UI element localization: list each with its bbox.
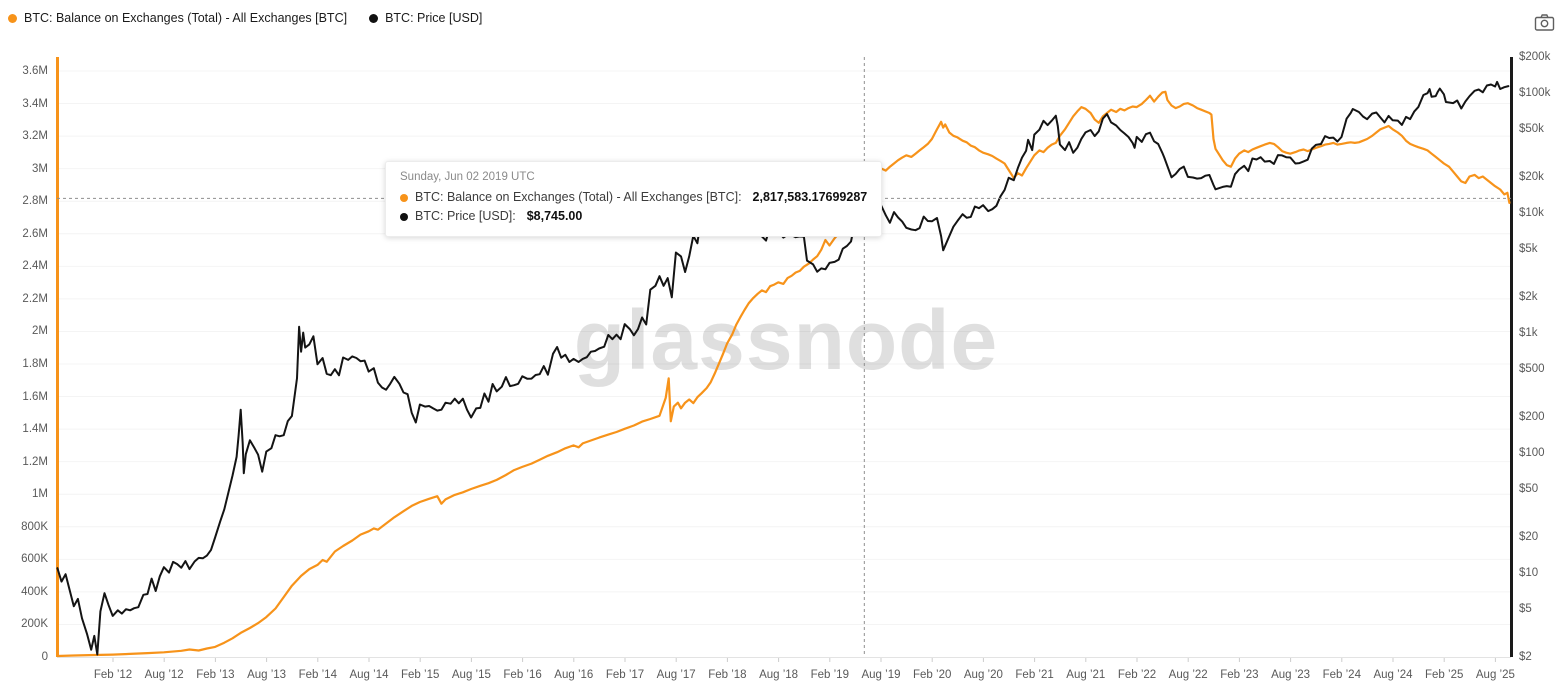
y-left-tick-label: 2M [32, 325, 48, 338]
y-right-tick-label: $2k [1519, 291, 1538, 303]
balance-series-swatch-icon [8, 13, 17, 23]
camera-button[interactable] [1532, 10, 1556, 34]
tooltip-balance-value: 2,817,583.17699287 [752, 190, 868, 204]
hover-tooltip: Sunday, Jun 02 2019 UTC BTC: Balance on … [385, 161, 883, 237]
y-right-tick-label: $50 [1519, 483, 1539, 496]
tooltip-balance-label: BTC: Balance on Exchanges (Total) - All … [415, 190, 742, 204]
x-tick-label: Feb ’16 [503, 669, 542, 681]
y-left-tick-label: 400K [21, 585, 48, 598]
y-right-tick-label: $5k [1519, 243, 1538, 256]
y-right-tick-label: $200k [1519, 51, 1551, 63]
x-tick-label: Feb ’12 [93, 669, 133, 681]
x-tick-label: Aug ’14 [349, 669, 389, 681]
x-tick-label: Aug ’16 [554, 669, 594, 681]
legend-item-price[interactable]: BTC: Price [USD] [369, 11, 482, 25]
balance-dot-icon [400, 193, 408, 202]
y-left-tick-label: 0 [41, 651, 48, 663]
x-tick-label: Aug ’20 [963, 669, 1003, 681]
y-right-tick-label: $100k [1519, 87, 1551, 100]
x-tick-label: Aug ’23 [1271, 669, 1311, 681]
y-left-tick-label: 1.4M [22, 423, 48, 436]
tooltip-price-label: BTC: Price [USD]: [415, 209, 516, 223]
x-tick-label: Feb ’14 [298, 669, 337, 681]
x-tick-label: Aug ’17 [656, 669, 696, 681]
x-tick-label: Aug ’13 [247, 669, 287, 681]
y-left-tick-label: 1.6M [22, 390, 48, 403]
x-tick-label: Feb ’23 [1220, 669, 1259, 681]
plot-area[interactable] [57, 57, 1511, 657]
glassnode-watermark: glassnode [574, 293, 998, 387]
axis-spines [56, 57, 1513, 658]
x-tick-label: Feb ’15 [401, 669, 440, 681]
price-dot-icon [400, 212, 408, 221]
tooltip-row-price: BTC: Price [USD]: $8,745.00 [400, 207, 867, 226]
y-right-tick-label: $100 [1519, 447, 1545, 460]
y-right-tick-label: $10k [1519, 207, 1544, 220]
x-tick-label: Aug ’19 [861, 669, 901, 681]
y-left-tick-label: 2.8M [22, 195, 48, 208]
legend-label-price: BTC: Price [USD] [385, 11, 483, 25]
y-right-tick-label: $1k [1519, 327, 1538, 340]
x-tick-label: Feb ’18 [708, 669, 747, 681]
x-tick-label: Feb ’17 [605, 669, 645, 681]
x-tick-label: Aug ’25 [1475, 669, 1515, 681]
y-right-tick-label: $20 [1519, 531, 1539, 543]
series-line [56, 90, 1511, 658]
y-right-tick-label: $500 [1519, 363, 1545, 376]
y-right-tick-label: $200 [1519, 411, 1545, 423]
x-axis-tickmarks [112, 658, 1496, 662]
y-left-tick-label: 3.4M [22, 97, 48, 110]
y-left-tick-label: 200K [21, 618, 48, 631]
x-tick-label: Feb ’19 [810, 669, 849, 681]
tooltip-row-balance: BTC: Balance on Exchanges (Total) - All … [400, 188, 867, 207]
y-left-tick-label: 600K [21, 553, 48, 566]
x-tick-label: Aug ’24 [1373, 669, 1413, 681]
y-right-tick-label: $20k [1519, 171, 1544, 183]
price-series-swatch-icon [369, 13, 379, 23]
x-tick-label: Feb ’21 [1015, 669, 1054, 681]
y-left-tick-label: 1M [32, 488, 48, 501]
legend-item-balance[interactable]: BTC: Balance on Exchanges (Total) - All … [8, 11, 347, 25]
x-tick-label: Feb ’22 [1117, 669, 1157, 681]
legend-label-balance: BTC: Balance on Exchanges (Total) - All … [24, 11, 348, 25]
y-left-tick-label: 3M [32, 162, 48, 175]
x-tick-label: Feb ’13 [196, 669, 235, 681]
y-right-tick-label: $50k [1519, 123, 1544, 136]
x-tick-label: Feb ’24 [1322, 669, 1361, 681]
y-left-tick-label: 3.6M [22, 65, 48, 77]
tooltip-price-value: $8,745.00 [526, 209, 583, 223]
legend: BTC: Balance on Exchanges (Total) - All … [8, 11, 482, 25]
y-left-tick-label: 1.8M [22, 358, 48, 370]
x-tick-label: Aug ’18 [759, 669, 799, 681]
x-tick-label: Aug ’12 [144, 669, 184, 681]
y-right-tick-label: $2 [1519, 651, 1532, 663]
x-tick-label: Feb ’25 [1425, 669, 1464, 681]
tooltip-date: Sunday, Jun 02 2019 UTC [400, 171, 535, 183]
x-tick-label: Aug ’15 [451, 669, 491, 681]
y-right-tick-label: $5 [1519, 603, 1532, 616]
x-tick-label: Feb ’20 [913, 669, 952, 681]
y-right-tick-label: $10 [1519, 567, 1539, 580]
camera-icon [1534, 13, 1554, 31]
y-left-tick-label: 1.2M [22, 455, 48, 468]
y-left-tick-label: 2.4M [22, 260, 48, 273]
y-left-tick-label: 800K [21, 520, 48, 533]
y-left-tick-label: 2.2M [22, 292, 48, 305]
y-left-tick-label: 3.2M [22, 130, 48, 143]
x-tick-label: Aug ’22 [1168, 669, 1208, 681]
y-left-tick-label: 2.6M [22, 227, 48, 240]
x-tick-label: Aug ’21 [1066, 669, 1106, 681]
